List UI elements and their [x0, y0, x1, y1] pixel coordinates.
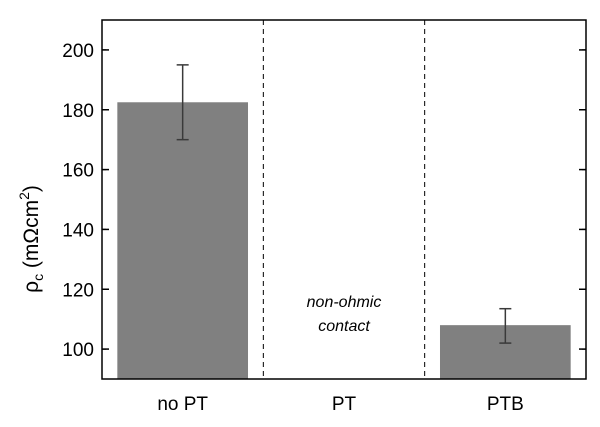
y-tick-label-120: 120	[62, 280, 94, 301]
y-axis: 100 120 140 160 180 200	[62, 41, 586, 361]
error-bar-ptb	[499, 307, 512, 344]
y-axis-label-symbol: ρ	[20, 281, 43, 293]
bars-layer	[117, 102, 571, 379]
y-tick-label-200: 200	[62, 41, 94, 62]
y-axis-label: ρc (mΩcm2)	[16, 185, 46, 293]
plot-frame	[101, 19, 587, 380]
y-axis-label-close: )	[20, 185, 43, 192]
separators-layer	[262, 20, 426, 379]
error-bar-no-pt	[176, 64, 189, 141]
x-tick-label-ptb: PTB	[487, 394, 524, 415]
y-tick-label-180: 180	[62, 101, 94, 122]
y-tick-label-160: 160	[62, 161, 94, 182]
annotation-non-ohmic: non-ohmic	[307, 294, 382, 311]
error-bars-layer	[176, 64, 512, 344]
y-axis-label-superscript: 2	[16, 192, 32, 200]
annotation-contact: contact	[318, 318, 370, 335]
x-tick-label-no-pt: no PT	[157, 394, 208, 415]
y-tick-label-100: 100	[62, 340, 94, 361]
y-axis-label-unit: (mΩcm	[20, 200, 43, 274]
x-tick-label-pt: PT	[332, 394, 357, 415]
y-axis-label-subscript: c	[30, 274, 46, 281]
x-axis: no PT PT PTB	[157, 394, 523, 415]
bar-no-pt	[117, 102, 249, 379]
y-tick-label-140: 140	[62, 220, 94, 241]
